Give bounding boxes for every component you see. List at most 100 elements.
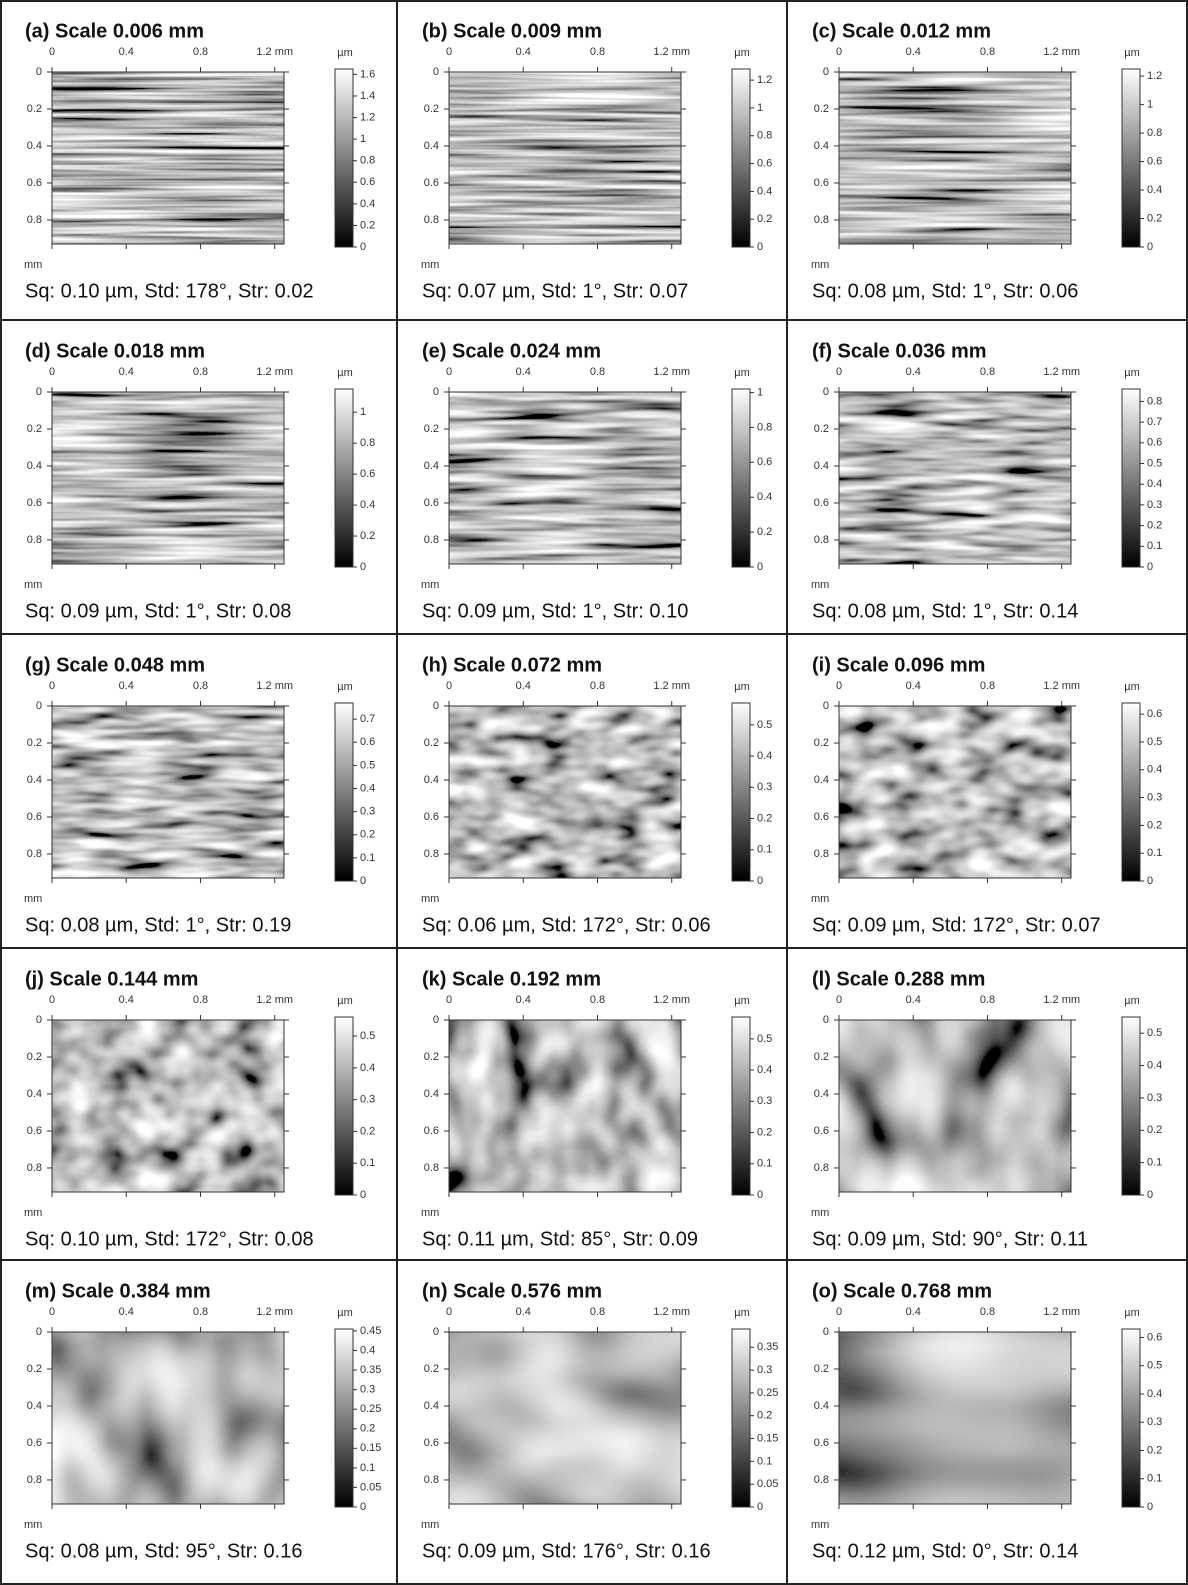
colorbar-unit: µm xyxy=(734,367,750,379)
map-border xyxy=(838,391,1072,565)
y-unit: mm xyxy=(24,1519,42,1531)
map-border xyxy=(838,1331,1072,1505)
y-tick-label: 0.8 xyxy=(27,534,42,546)
colorbar-tick-label: 0.3 xyxy=(757,1364,772,1376)
x-tick-label: 0.4 xyxy=(906,366,921,378)
colorbar xyxy=(1121,1016,1141,1196)
map-border xyxy=(448,391,682,565)
colorbar-unit: µm xyxy=(337,367,353,379)
x-tick-label: 0.8 xyxy=(980,46,995,58)
colorbar-tick-label: 0.2 xyxy=(1147,1444,1162,1456)
colorbar-unit: µm xyxy=(734,681,750,693)
x-tick-label: 0 xyxy=(836,680,842,692)
surface-map xyxy=(839,392,1071,564)
surface-map xyxy=(52,706,284,878)
colorbar-tick-label: 0.4 xyxy=(757,185,772,197)
y-tick-label: 0.4 xyxy=(424,140,439,152)
colorbar-tick-label: 0.4 xyxy=(1147,1059,1162,1071)
y-tick-label: 0.8 xyxy=(424,1162,439,1174)
colorbar-tick-label: 0.8 xyxy=(1147,395,1162,407)
panel-title: (m) Scale 0.384 mm xyxy=(25,1280,211,1302)
y-unit: mm xyxy=(24,1207,42,1219)
colorbar-tick-label: 0.4 xyxy=(360,499,375,511)
y-unit: mm xyxy=(811,893,829,905)
panel-stats: Sq: 0.06 µm, Std: 172°, Str: 0.06 xyxy=(422,914,711,936)
y-tick-label: 0.4 xyxy=(27,774,42,786)
panel-stats: Sq: 0.08 µm, Std: 1°, Str: 0.19 xyxy=(25,914,291,936)
y-tick-label: 0.2 xyxy=(27,103,42,115)
x-tick-label: 0.8 xyxy=(980,680,995,692)
x-tick-label: 0.8 xyxy=(590,366,605,378)
colorbar-tick-label: 0.1 xyxy=(360,852,375,864)
y-tick-label: 0.4 xyxy=(27,460,42,472)
panel: (b) Scale 0.009 mm 0 0.4 0.8 1.2 mm 0 0.2 0.4 0.… xyxy=(421,20,772,302)
y-unit: mm xyxy=(421,1519,439,1531)
panel-title: (n) Scale 0.576 mm xyxy=(422,1280,602,1302)
x-tick-label: 0.4 xyxy=(906,1306,921,1318)
colorbar-tick-label: 0.6 xyxy=(1147,155,1162,167)
x-tick-label: 0.4 xyxy=(516,680,531,692)
y-tick-label: 0.2 xyxy=(27,1051,42,1063)
x-tick-label: 0 xyxy=(836,366,842,378)
colorbar-tick-label: 0.2 xyxy=(757,812,772,824)
colorbar-tick-label: 0.2 xyxy=(360,1423,375,1435)
colorbar xyxy=(1121,702,1141,882)
x-tick-label: 1.2 mm xyxy=(256,366,293,378)
y-tick-label: 0.4 xyxy=(424,460,439,472)
colorbar-tick-label: 0.6 xyxy=(360,468,375,480)
y-unit: mm xyxy=(811,1519,829,1531)
colorbar-tick-label: 0.2 xyxy=(1147,520,1162,532)
x-tick-label: 0 xyxy=(49,994,55,1006)
map-border xyxy=(51,705,285,879)
panel-title: (d) Scale 0.018 mm xyxy=(25,340,205,362)
panel-title: (c) Scale 0.012 mm xyxy=(812,20,991,42)
x-tick-label: 0 xyxy=(446,994,452,1006)
surface-map xyxy=(449,392,681,564)
colorbar-tick-label: 1.2 xyxy=(360,111,375,123)
colorbar-tick-label: 1.4 xyxy=(360,90,375,102)
y-tick-label: 0 xyxy=(36,1326,42,1338)
colorbar-tick-label: 0.3 xyxy=(1147,1416,1162,1428)
colorbar-tick-label: 0.25 xyxy=(360,1403,381,1415)
colorbar-tick-label: 0.3 xyxy=(1147,791,1162,803)
x-tick-label: 1.2 mm xyxy=(653,680,690,692)
colorbar-tick-label: 0.4 xyxy=(757,1064,772,1076)
colorbar-tick-label: 0.6 xyxy=(757,157,772,169)
colorbar-tick-label: 0.6 xyxy=(1147,708,1162,720)
y-tick-label: 0.6 xyxy=(814,497,829,509)
colorbar-tick-label: 0 xyxy=(360,1189,366,1201)
colorbar-unit: µm xyxy=(734,995,750,1007)
y-tick-label: 0.4 xyxy=(424,1400,439,1412)
y-tick-label: 0 xyxy=(823,66,829,78)
colorbar-tick-label: 0 xyxy=(1147,875,1153,887)
y-tick-label: 0.2 xyxy=(814,737,829,749)
surface-map xyxy=(52,72,284,244)
colorbar-tick-label: 0.8 xyxy=(1147,127,1162,139)
panel-stats: Sq: 0.09 µm, Std: 90°, Str: 0.11 xyxy=(812,1228,1088,1250)
x-tick-label: 0.8 xyxy=(590,680,605,692)
x-tick-label: 0.4 xyxy=(119,1306,134,1318)
y-tick-label: 0.2 xyxy=(424,423,439,435)
colorbar xyxy=(334,68,354,248)
y-tick-label: 0 xyxy=(36,386,42,398)
colorbar xyxy=(1121,68,1141,248)
colorbar-tick-label: 0.1 xyxy=(757,1158,772,1170)
x-tick-label: 0 xyxy=(49,680,55,692)
y-tick-label: 0.6 xyxy=(814,1437,829,1449)
x-tick-label: 1.2 mm xyxy=(256,680,293,692)
map-border xyxy=(51,71,285,245)
colorbar-unit: µm xyxy=(337,995,353,1007)
y-unit: mm xyxy=(811,579,829,591)
x-tick-label: 0.4 xyxy=(516,994,531,1006)
colorbar-tick-label: 0.8 xyxy=(757,130,772,142)
y-tick-label: 0 xyxy=(433,700,439,712)
colorbar-tick-label: 0.1 xyxy=(1147,1473,1162,1485)
surface-map xyxy=(52,1020,284,1192)
colorbar-tick-label: 0.4 xyxy=(360,198,375,210)
y-tick-label: 0.8 xyxy=(424,534,439,546)
colorbar-tick-label: 0.2 xyxy=(1147,212,1162,224)
x-tick-label: 0.4 xyxy=(516,46,531,58)
y-tick-label: 0.2 xyxy=(424,1363,439,1375)
